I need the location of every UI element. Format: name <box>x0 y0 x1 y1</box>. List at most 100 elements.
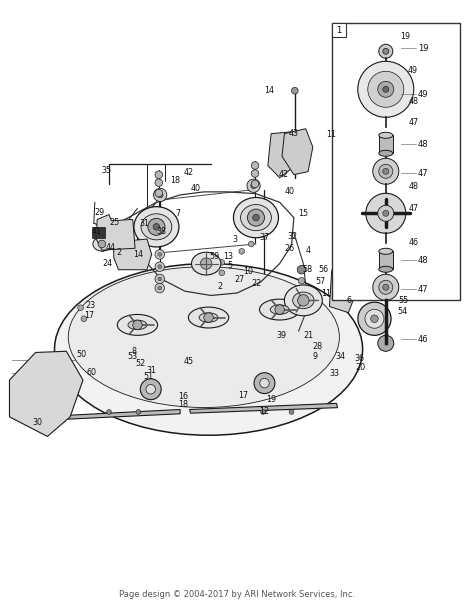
Circle shape <box>383 86 389 93</box>
Ellipse shape <box>128 320 147 330</box>
Circle shape <box>379 164 393 178</box>
Text: 28: 28 <box>313 342 323 351</box>
Text: 27: 27 <box>234 275 245 284</box>
Circle shape <box>78 305 83 311</box>
Text: 53: 53 <box>127 352 137 361</box>
Text: 21: 21 <box>303 332 313 340</box>
Circle shape <box>383 48 389 55</box>
Text: 30: 30 <box>32 419 42 427</box>
Text: 52: 52 <box>136 359 146 368</box>
Polygon shape <box>9 351 83 436</box>
Circle shape <box>378 82 394 97</box>
Ellipse shape <box>68 267 339 408</box>
Text: 49: 49 <box>418 89 428 99</box>
Ellipse shape <box>292 292 314 309</box>
Text: 19: 19 <box>401 32 410 41</box>
Circle shape <box>366 193 406 234</box>
Text: 31: 31 <box>140 219 150 228</box>
Circle shape <box>136 409 141 414</box>
Text: 36: 36 <box>355 354 365 363</box>
Text: 46: 46 <box>418 335 428 344</box>
Text: 15: 15 <box>298 209 308 218</box>
Text: 22: 22 <box>251 279 262 287</box>
Circle shape <box>140 379 161 400</box>
Ellipse shape <box>379 248 393 254</box>
Circle shape <box>383 210 389 216</box>
Circle shape <box>368 71 404 107</box>
Polygon shape <box>190 403 337 413</box>
Circle shape <box>292 88 298 94</box>
Text: 48: 48 <box>418 256 428 265</box>
Text: 46: 46 <box>409 238 419 246</box>
Text: 42: 42 <box>279 170 289 179</box>
Text: 44: 44 <box>105 243 115 251</box>
Circle shape <box>81 316 87 322</box>
Circle shape <box>146 384 155 394</box>
Text: ARI: ARI <box>133 278 293 359</box>
Text: 50: 50 <box>77 350 87 359</box>
Circle shape <box>254 373 275 394</box>
Text: 56: 56 <box>319 265 328 274</box>
Text: 25: 25 <box>109 218 120 227</box>
Circle shape <box>148 218 165 235</box>
Circle shape <box>383 284 389 291</box>
Text: 4: 4 <box>305 246 310 254</box>
Circle shape <box>107 409 111 414</box>
Circle shape <box>253 215 259 221</box>
Bar <box>379 251 393 269</box>
Bar <box>332 23 460 300</box>
Circle shape <box>219 270 225 276</box>
Circle shape <box>155 179 163 186</box>
Circle shape <box>219 259 225 265</box>
Circle shape <box>358 61 414 117</box>
Text: 2: 2 <box>218 283 223 291</box>
Circle shape <box>133 320 142 330</box>
Ellipse shape <box>93 237 111 251</box>
Text: 45: 45 <box>184 357 194 366</box>
Ellipse shape <box>55 264 363 435</box>
Ellipse shape <box>199 313 218 322</box>
Circle shape <box>158 253 162 256</box>
Text: 19: 19 <box>418 44 428 53</box>
Circle shape <box>358 302 391 335</box>
Ellipse shape <box>379 150 393 156</box>
Circle shape <box>248 241 254 247</box>
Ellipse shape <box>141 214 172 240</box>
Text: 47: 47 <box>409 118 419 127</box>
Text: 17: 17 <box>84 311 94 320</box>
Text: 42: 42 <box>184 169 194 177</box>
Text: 43: 43 <box>288 129 298 138</box>
Circle shape <box>158 265 162 268</box>
Text: 35: 35 <box>102 166 112 175</box>
Circle shape <box>158 277 162 281</box>
Circle shape <box>373 274 399 300</box>
Text: 18: 18 <box>178 400 188 409</box>
Circle shape <box>201 258 212 269</box>
Polygon shape <box>268 132 292 178</box>
Circle shape <box>275 305 284 314</box>
Circle shape <box>298 295 309 306</box>
Ellipse shape <box>233 197 278 238</box>
Text: 8: 8 <box>131 348 137 356</box>
Text: 7: 7 <box>175 209 181 218</box>
Text: 40: 40 <box>284 187 294 196</box>
Text: 2: 2 <box>116 248 121 257</box>
Text: 11: 11 <box>326 131 336 139</box>
Circle shape <box>155 249 164 259</box>
Ellipse shape <box>379 266 393 272</box>
Ellipse shape <box>191 252 221 275</box>
Text: 47: 47 <box>409 204 419 213</box>
Text: 1: 1 <box>336 26 341 35</box>
Circle shape <box>298 278 305 284</box>
Text: 17: 17 <box>238 391 248 400</box>
Text: 23: 23 <box>85 301 95 310</box>
Circle shape <box>260 378 269 388</box>
Text: 32: 32 <box>287 232 297 240</box>
Text: 48: 48 <box>409 183 419 191</box>
Bar <box>332 23 346 37</box>
Circle shape <box>261 409 265 414</box>
Circle shape <box>383 169 389 174</box>
Circle shape <box>247 209 264 226</box>
Text: 41: 41 <box>92 227 102 236</box>
Polygon shape <box>96 215 135 250</box>
